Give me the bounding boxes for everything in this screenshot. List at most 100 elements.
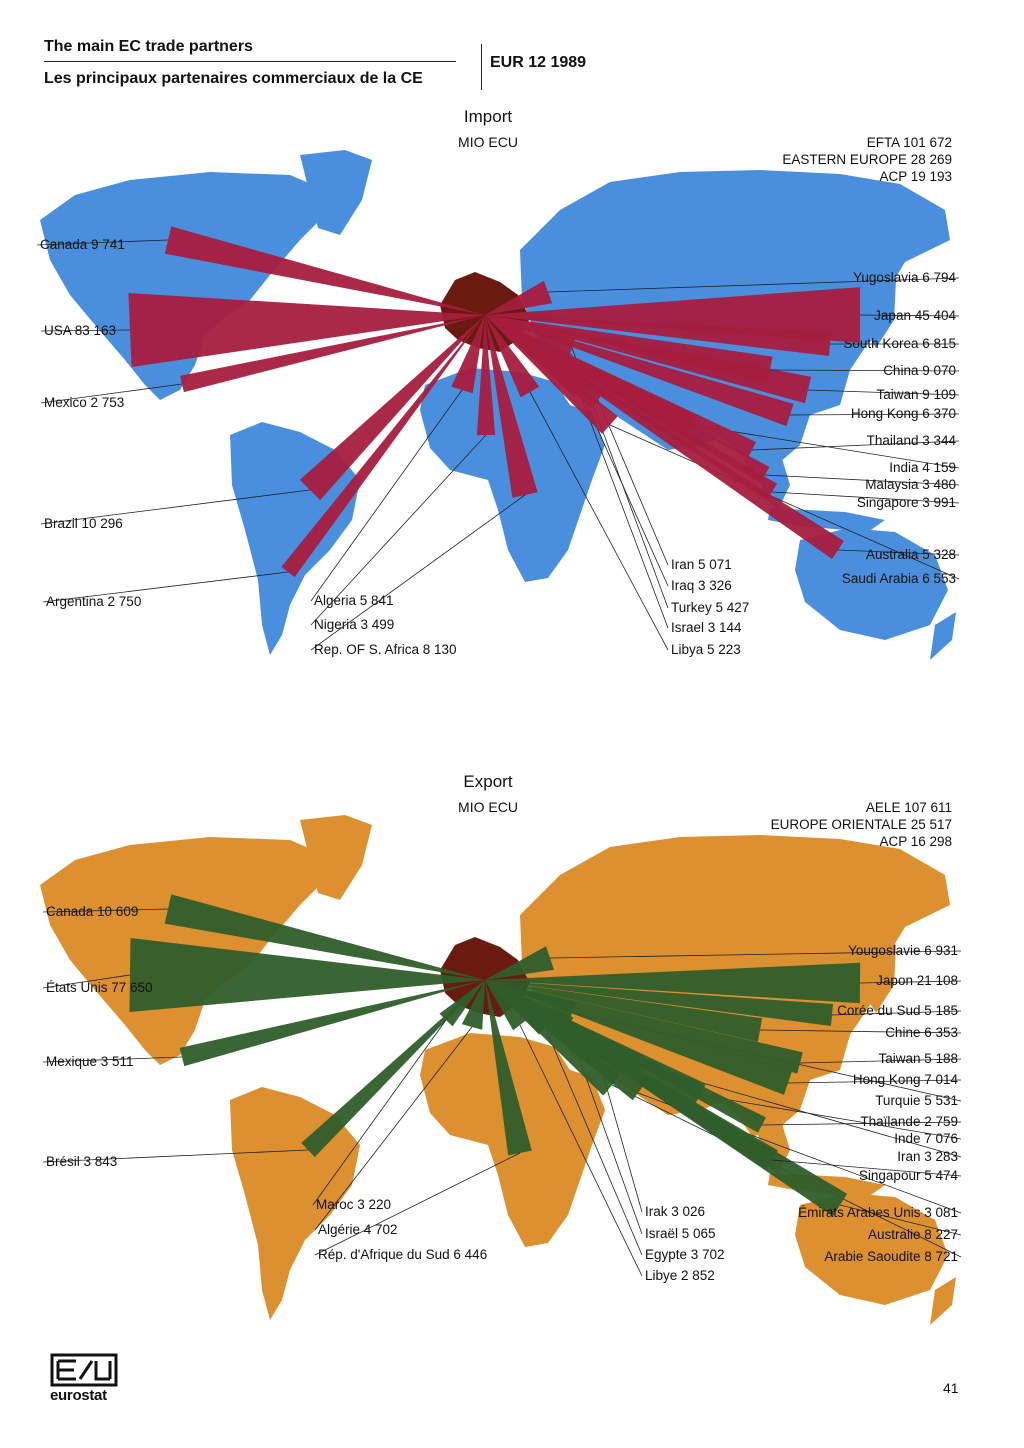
leader-line-libya [529,391,669,651]
leader-line-coree-du-sud [831,1010,962,1016]
leader-line-yougoslavie [549,950,962,959]
bar-nigeria [476,315,496,436]
bar-saudi-arabia [485,315,618,434]
data-label-taiwan: Taiwan 9 109 [876,387,956,402]
leader-line-canada [36,239,169,246]
leader-line-argentina [42,571,289,603]
bar-bresil [301,980,485,1158]
region-total: EFTA 101 672 [867,135,952,150]
data-label-taiwan: Taiwan 5 188 [878,1051,958,1066]
leader-line-nigeria [310,434,487,626]
land-greenland [300,815,372,900]
data-label-turquie: Turquie 5 531 [875,1093,958,1108]
bar-arabie-saoudite [485,980,621,1096]
leader-line-rep-of-s-africa [310,494,526,651]
data-label-nigeria: Nigeria 3 499 [314,617,394,632]
bar-emirats-arabes-unis [485,980,644,1101]
bar-hong-kong [485,980,793,1095]
leader-line-japon [859,980,962,984]
data-label-japan: Japan 45 404 [874,308,956,323]
region-total: EUROPE ORIENTALE 25 517 [771,817,952,832]
data-label-yugoslavia: Yugoslavia 6 794 [853,270,956,285]
bar-australia [485,315,845,560]
data-label-emirats-arabes-unis: Émirats Arabes Unis 3 081 [798,1205,958,1220]
land-na [40,172,330,400]
data-label-mexique: Mexique 3 511 [46,1054,134,1069]
data-label-canada: Canada 10 609 [46,904,138,919]
leader-line-canada [42,908,169,913]
region-total: ACP 16 298 [879,834,952,849]
leader-line-algerie [314,1026,473,1231]
data-label-libye: Libye 2 852 [645,1268,715,1283]
data-label-canada: Canada 9 741 [40,237,125,252]
leader-line-hong-kong [789,413,960,416]
data-label-brazil: Brazil 10 296 [44,516,123,531]
leader-line-australia [837,549,960,556]
leader-line-mexique [42,1056,183,1063]
data-label-south-korea: South Korea 6 815 [843,336,956,351]
world-map [40,150,956,660]
export-chart: Export MIO ECU AELE 107 611 EUROPE ORIENTAL… [40,772,962,1325]
leader-line-iran [597,399,669,566]
bar-japan [485,287,860,343]
data-label-thailand: Thailand 3 344 [867,433,957,448]
bar-coree-du-sud [485,980,834,1026]
data-label-china: China 9 070 [883,363,956,378]
unit-label: MIO ECU [458,799,518,815]
data-label-turkey: Turkey 5 427 [671,600,749,615]
bar-maroc [439,980,485,1027]
data-label-saudi-arabia: Saudi Arabia 6 553 [842,571,956,586]
title-fr: Les principaux partenaires commerciaux d… [44,70,423,87]
data-label-singapore: Singapore 3 991 [857,495,956,510]
bar-malaysia [485,315,770,483]
bar-japon [485,962,861,1004]
bar-canada [164,894,486,980]
land-newzealand [930,1277,956,1325]
data-label-usa: USA 83 163 [44,323,116,338]
bar-rep-of-s-africa [485,315,538,498]
bar-algerie [461,980,485,1030]
bar-canada [164,226,485,315]
data-label-arabie-saoudite: Arabie Saoudite 8 721 [824,1249,958,1264]
data-label-rep-of-s-africa: Rep. OF S. Africa 8 130 [314,642,457,657]
region-total: ACP 19 193 [879,169,952,184]
bar-yugoslavia [485,280,553,315]
leader-line-yugoslavia [547,277,960,293]
bar-singapour [485,980,779,1170]
data-label-coree-du-sud: Corée du Sud 5 185 [837,1003,958,1018]
leader-line-inde [699,1094,962,1140]
data-label-iran: Iran 5 071 [671,557,732,572]
land-indochina [755,445,790,510]
region-total: AELE 107 611 [866,800,952,815]
bar-india [485,315,697,434]
leader-line-taiwan [799,1058,962,1064]
leader-line-taiwan [807,389,960,396]
eurostat-logo [50,1353,118,1387]
panel-title: Export [463,772,512,791]
bar-chine [485,980,763,1042]
data-label-bresil: Brésil 3 843 [46,1154,117,1169]
leader-line-thailande [761,1121,962,1126]
data-label-israel: Israel 3 144 [671,620,742,635]
leader-line-bresil [42,1149,309,1163]
data-label-australia: Australia 5 328 [866,547,956,562]
leader-line-chine [759,1029,962,1034]
subtitle: EUR 12 1989 [490,54,587,71]
data-label-rep-d-afrique-du-sud: Rép. d'Afrique du Sud 6 446 [318,1247,487,1262]
leader-line-mexico [40,383,183,404]
bar-etats-unis [129,938,485,1012]
leader-line-etats-unis [42,974,131,989]
leader-line-libye [519,1024,643,1277]
leader-line-australie [839,1204,962,1236]
title-divider [44,61,456,62]
bar-libye [485,980,527,1031]
land-sa [230,1087,360,1320]
land-newzealand [930,612,956,660]
bar-rep-d-afrique-du-sud [485,980,532,1156]
data-label-maroc: Maroc 3 220 [316,1197,391,1212]
bar-south-korea [485,315,832,356]
land-japan [866,935,896,1013]
data-label-hong-kong: Hong Kong 6 370 [851,406,956,421]
data-label-singapour: Singapour 5 474 [859,1168,959,1183]
bar-singapore [485,315,778,501]
